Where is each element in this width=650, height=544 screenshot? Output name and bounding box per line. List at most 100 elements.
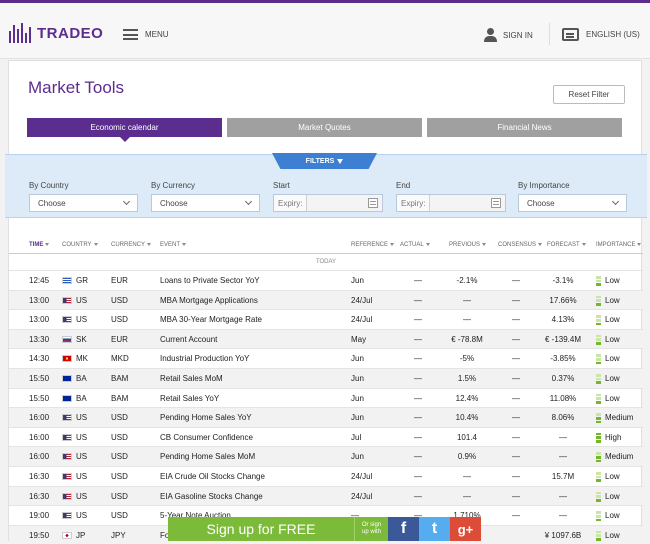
importance-level-icon <box>596 472 601 483</box>
event-cell: EIA Gasoline Stocks Change <box>160 491 263 501</box>
reference-cell: May <box>351 334 367 344</box>
column-header-importance[interactable]: IMPORTANCE <box>596 242 642 248</box>
table-row[interactable]: 15:50 BA BAM Retail Sales YoY Jun — 12.4% — 11.0… <box>9 387 643 408</box>
consensus-cell: — <box>512 491 520 501</box>
actual-cell: — <box>414 334 422 344</box>
google-plus-icon: g+ <box>457 521 474 537</box>
table-row[interactable]: 16:30 US USD EIA Crude Oil Stocks Change 24/… <box>9 466 643 486</box>
reference-cell: Jun <box>351 276 364 285</box>
start-expiry-label: Expiry: <box>274 195 307 211</box>
chevron-down-icon <box>122 197 131 206</box>
country-cell: SK <box>76 334 87 344</box>
country-select[interactable]: Choose <box>29 194 138 212</box>
table-row[interactable]: 13:00 US USD MBA Mortgage Applications 24/Ju… <box>9 289 643 310</box>
sort-caret-icon <box>147 242 152 246</box>
country-cell: MK <box>76 354 88 364</box>
signup-button[interactable]: Sign up for FREE <box>168 517 354 541</box>
end-date-input[interactable]: Expiry: <box>396 194 506 212</box>
event-cell: Retail Sales MoM <box>160 374 223 383</box>
start-date-field[interactable] <box>307 195 382 211</box>
importance-cell: Low <box>605 276 620 285</box>
menu-label: MENU <box>145 30 169 39</box>
sign-in-button[interactable]: SIGN IN <box>484 28 533 42</box>
importance-level-icon <box>596 276 601 287</box>
table-row[interactable]: 16:00 US USD Pending Home Sales YoY Jun — 10.4… <box>9 407 643 427</box>
table-row[interactable]: 12:45 GR EUR Loans to Private Sector YoY Jun… <box>9 270 643 290</box>
language-selector[interactable]: ENGLISH (US) <box>562 28 640 41</box>
facebook-signup-button[interactable]: f <box>388 517 419 541</box>
currency-filter-label: By Currency <box>151 181 196 190</box>
table-row[interactable]: 13:00 US USD MBA 30-Year Mortgage Rate 24/Ju… <box>9 309 643 329</box>
consensus-cell: — <box>512 413 520 423</box>
column-header-label: CONSENSUS <box>498 242 537 248</box>
sort-caret-icon <box>93 242 98 246</box>
tab-economic-calendar[interactable]: Economic calendar <box>27 118 222 142</box>
tradeo-logo[interactable]: TRADEO <box>9 23 103 43</box>
filters-toggle[interactable]: FILTERS <box>272 153 377 169</box>
end-date-field[interactable] <box>430 195 505 211</box>
consensus-cell: — <box>512 334 520 344</box>
forecast-cell: 17.66% <box>549 295 577 305</box>
country-flag-icon <box>62 375 72 382</box>
importance-cell: Low <box>605 472 620 481</box>
importance-cell: Low <box>605 393 620 403</box>
forecast-cell: — <box>559 452 567 462</box>
reset-filter-button[interactable]: Reset Filter <box>553 85 625 104</box>
column-header-time[interactable]: TIME <box>29 242 50 248</box>
table-header: TIME COUNTRY CURRENCY EVENT REFERENCE ACTUAL P… <box>9 240 643 254</box>
country-flag-icon <box>62 531 72 539</box>
country-flag-icon <box>62 453 72 461</box>
reference-cell: 24/Jul <box>351 472 373 481</box>
table-row[interactable]: 16:00 US USD Pending Home Sales MoM Jun — 0.9%… <box>9 446 643 466</box>
start-filter-label: Start <box>273 181 290 190</box>
table-row[interactable]: 16:00 US USD CB Consumer Confidence Jul — 101.… <box>9 426 643 447</box>
currency-select[interactable]: Choose <box>151 194 260 212</box>
tab-financial-news[interactable]: Financial News <box>427 118 622 137</box>
forecast-cell: 8.06% <box>551 413 575 423</box>
column-header-forecast[interactable]: FORECAST <box>547 242 586 248</box>
forecast-cell: € -139.4M <box>544 334 582 344</box>
table-row[interactable]: 13:30 SK EUR Current Account May — € -78.8M — € … <box>9 328 643 349</box>
column-header-country[interactable]: COUNTRY <box>62 242 98 248</box>
previous-cell: — <box>463 315 471 325</box>
table-row[interactable]: 15:50 BA BAM Retail Sales MoM Jun — 1.5% — 0.37%… <box>9 368 643 388</box>
column-header-previous[interactable]: PREVIOUS <box>449 242 487 248</box>
time-cell: 19:00 <box>29 511 50 521</box>
google-plus-signup-button[interactable]: g+ <box>450 517 481 541</box>
column-header-currency[interactable]: CURRENCY <box>111 242 152 248</box>
table-row[interactable]: 16:30 US USD EIA Gasoline Stocks Change 24/J… <box>9 485 643 506</box>
actual-cell: — <box>414 295 422 305</box>
currency-select-value: Choose <box>160 198 188 208</box>
consensus-cell: — <box>512 432 520 442</box>
sort-caret-icon <box>637 242 642 246</box>
sort-caret-icon <box>390 242 395 246</box>
column-header-reference[interactable]: REFERENCE <box>351 242 395 248</box>
end-filter-label: End <box>396 181 411 190</box>
table-row[interactable]: 19:00 US USD 5-Year Note Auction — — 1.710% — — L… <box>9 505 643 525</box>
currency-cell: EUR <box>111 276 128 285</box>
column-header-event[interactable]: EVENT <box>160 242 187 248</box>
currency-cell: USD <box>111 452 128 462</box>
menu-button[interactable]: MENU <box>123 29 169 40</box>
time-cell: 13:00 <box>29 295 50 305</box>
sort-caret-icon <box>538 242 543 246</box>
country-flag-icon <box>62 414 72 422</box>
time-cell: 13:00 <box>29 315 50 325</box>
previous-cell: — <box>463 295 471 305</box>
tab-market-quotes[interactable]: Market Quotes <box>227 118 422 137</box>
previous-cell: — <box>463 472 471 481</box>
twitter-signup-button[interactable]: t <box>419 517 450 541</box>
table-row[interactable]: 14:30 MK MKD Industrial Production YoY Jun — -… <box>9 348 643 368</box>
time-cell: 16:30 <box>29 491 50 501</box>
calendar-icon[interactable] <box>491 198 501 208</box>
country-cell: GR <box>76 276 88 285</box>
time-cell: 16:00 <box>29 413 50 423</box>
column-header-consensus[interactable]: CONSENSUS <box>498 242 543 248</box>
actual-cell: — <box>414 452 422 462</box>
importance-select[interactable]: Choose <box>518 194 627 212</box>
column-header-actual[interactable]: ACTUAL <box>400 242 430 248</box>
calendar-icon[interactable] <box>368 198 378 208</box>
consensus-cell: — <box>512 295 520 305</box>
importance-level-icon <box>596 491 601 502</box>
start-date-input[interactable]: Expiry: <box>273 194 383 212</box>
